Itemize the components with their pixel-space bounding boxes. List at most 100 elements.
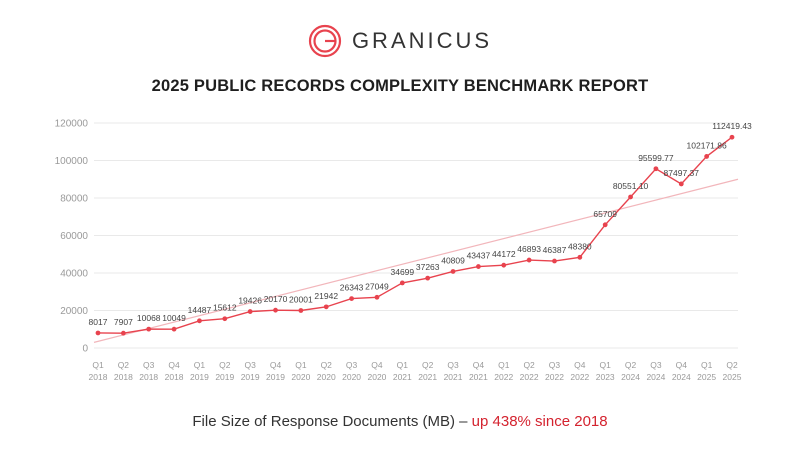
data-label: 40809 bbox=[441, 255, 465, 265]
x-tick-label: 2021 bbox=[393, 372, 412, 382]
x-tick-label: 2025 bbox=[723, 372, 742, 382]
granicus-logo-icon bbox=[308, 24, 342, 58]
data-label: 8017 bbox=[89, 317, 108, 327]
x-tick-label: 2023 bbox=[596, 372, 615, 382]
data-point bbox=[273, 307, 278, 313]
data-label: 87497.37 bbox=[664, 168, 700, 178]
data-point bbox=[298, 308, 304, 313]
data-point bbox=[653, 166, 659, 172]
x-tick-label: 2024 bbox=[646, 372, 665, 382]
data-point bbox=[704, 154, 710, 159]
trend-line bbox=[93, 178, 739, 343]
data-point bbox=[552, 258, 557, 264]
data-point bbox=[374, 294, 380, 300]
data-point bbox=[171, 326, 177, 332]
y-tick-label: 100000 bbox=[55, 156, 89, 167]
x-tick-label: Q1 bbox=[498, 360, 510, 370]
x-tick-label: Q1 bbox=[92, 360, 104, 370]
x-tick-label: Q4 bbox=[574, 360, 586, 370]
data-point bbox=[526, 257, 532, 263]
x-tick-label: 2021 bbox=[418, 372, 437, 382]
x-tick-label: 2022 bbox=[494, 372, 513, 382]
x-tick-label: 2019 bbox=[266, 372, 285, 382]
data-point bbox=[577, 254, 583, 260]
x-tick-label: 2020 bbox=[317, 372, 336, 382]
x-tick-label: Q3 bbox=[549, 360, 561, 370]
data-label: 46893 bbox=[517, 244, 541, 254]
data-label: 20001 bbox=[289, 294, 313, 304]
x-tick-label: 2024 bbox=[672, 372, 691, 382]
data-label: 19426 bbox=[238, 296, 262, 306]
x-tick-label: Q2 bbox=[726, 360, 738, 370]
x-tick-label: 2022 bbox=[570, 372, 589, 382]
data-label: 10049 bbox=[162, 313, 186, 323]
x-tick-label: 2022 bbox=[520, 372, 539, 382]
x-tick-label: 2018 bbox=[139, 372, 158, 382]
data-point bbox=[399, 280, 405, 286]
caption-highlight: up 438% since 2018 bbox=[471, 413, 608, 430]
data-label: 26343 bbox=[340, 283, 364, 293]
data-point bbox=[602, 222, 608, 228]
data-label: 44172 bbox=[492, 249, 516, 259]
x-tick-label: 2019 bbox=[241, 372, 260, 382]
x-tick-label: 2020 bbox=[291, 372, 310, 382]
y-tick-label: 40000 bbox=[60, 269, 88, 280]
data-label: 21942 bbox=[314, 291, 338, 301]
data-point bbox=[197, 318, 202, 324]
data-label: 43437 bbox=[467, 251, 491, 261]
x-tick-label: 2020 bbox=[342, 372, 361, 382]
x-tick-label: Q3 bbox=[447, 360, 459, 370]
data-label: 46387 bbox=[543, 245, 567, 255]
data-label: 20170 bbox=[264, 294, 288, 304]
x-tick-label: Q4 bbox=[473, 360, 485, 370]
x-tick-label: 2024 bbox=[621, 372, 640, 382]
data-point bbox=[222, 316, 228, 322]
caption-text: File Size of Response Documents (MB) – bbox=[192, 413, 472, 430]
data-label: 34699 bbox=[390, 267, 414, 277]
data-label: 27049 bbox=[365, 281, 389, 291]
data-point bbox=[729, 134, 735, 140]
x-tick-label: Q2 bbox=[625, 360, 637, 370]
x-tick-label: 2021 bbox=[469, 372, 488, 382]
data-point bbox=[120, 330, 126, 336]
x-tick-label: Q1 bbox=[600, 360, 612, 370]
x-tick-label: Q2 bbox=[219, 360, 231, 370]
y-tick-label: 60000 bbox=[60, 231, 88, 242]
x-tick-label: 2020 bbox=[367, 372, 386, 382]
x-tick-label: Q1 bbox=[194, 360, 206, 370]
brand-name: GRANICUS bbox=[351, 28, 493, 53]
data-point bbox=[450, 269, 456, 274]
x-tick-label: Q3 bbox=[244, 360, 256, 370]
series-line bbox=[97, 136, 733, 334]
data-point bbox=[501, 262, 507, 268]
x-tick-label: Q2 bbox=[118, 360, 130, 370]
data-label: 15612 bbox=[213, 303, 237, 313]
data-point bbox=[628, 194, 633, 200]
x-tick-label: Q1 bbox=[701, 360, 713, 370]
x-tick-label: Q2 bbox=[422, 360, 434, 370]
data-label: 102171.86 bbox=[687, 140, 727, 150]
x-tick-label: Q3 bbox=[650, 360, 662, 370]
data-label: 95599.77 bbox=[638, 153, 674, 163]
x-tick-label: Q1 bbox=[295, 360, 307, 370]
data-point bbox=[95, 330, 101, 336]
y-tick-label: 80000 bbox=[60, 194, 88, 205]
data-label: 65709 bbox=[593, 209, 617, 219]
x-tick-label: 2019 bbox=[215, 372, 234, 382]
data-point bbox=[425, 275, 431, 281]
line-chart: 0 20000 40000 60000 80000 100000 120000 Q1 2018 Q… bbox=[55, 119, 752, 383]
chart-title: 2025 PUBLIC RECORDS COMPLEXITY BENCHMARK… bbox=[151, 77, 649, 95]
brand-logo: GRANICUS bbox=[0, 24, 800, 58]
x-tick-label: Q1 bbox=[397, 360, 409, 370]
data-point bbox=[323, 304, 329, 310]
x-tick-label: 2019 bbox=[190, 372, 209, 382]
x-tick-label: Q2 bbox=[321, 360, 333, 370]
x-tick-label: Q4 bbox=[371, 360, 383, 370]
x-tick-label: Q3 bbox=[143, 360, 155, 370]
x-tick-label: Q3 bbox=[346, 360, 358, 370]
data-point bbox=[247, 309, 253, 314]
data-label: 7907 bbox=[114, 317, 133, 327]
x-tick-label: 2018 bbox=[165, 372, 184, 382]
x-tick-label: Q2 bbox=[523, 360, 535, 370]
data-point bbox=[678, 181, 684, 187]
